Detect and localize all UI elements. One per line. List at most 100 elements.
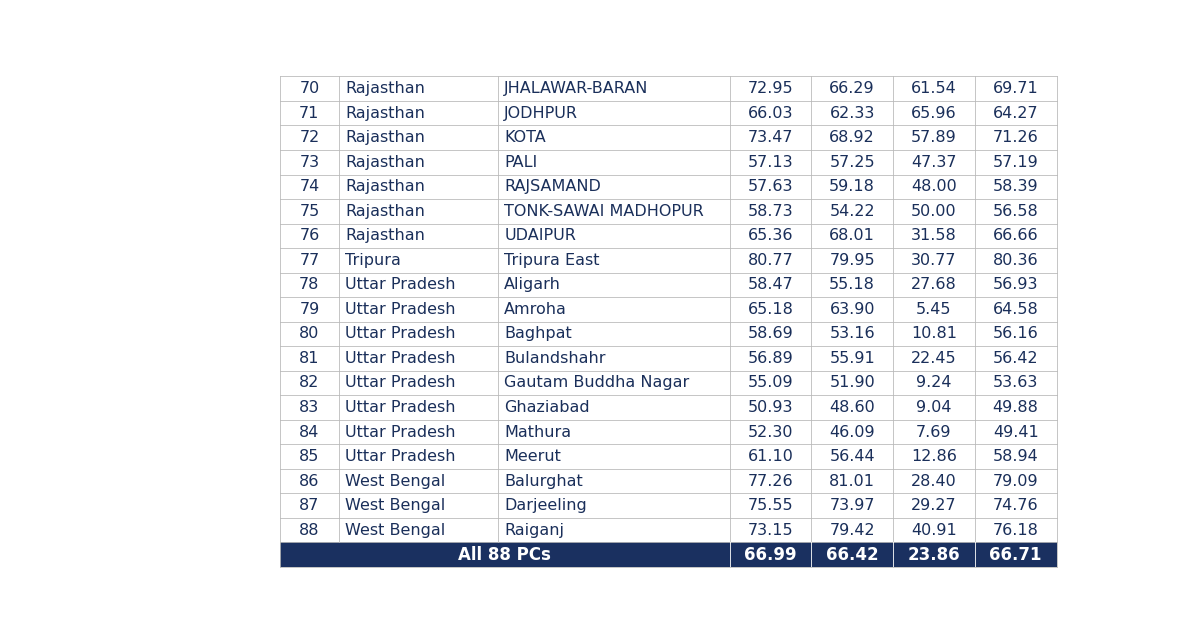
Text: 54.22: 54.22: [829, 204, 875, 219]
Text: 12.86: 12.86: [911, 449, 957, 464]
Text: 85: 85: [299, 449, 320, 464]
Text: 28.40: 28.40: [911, 473, 957, 489]
Text: 70: 70: [299, 81, 320, 96]
Bar: [279, 395, 1056, 420]
Text: 75.55: 75.55: [747, 498, 793, 513]
Text: 57.25: 57.25: [829, 155, 875, 170]
Text: 86: 86: [299, 473, 320, 489]
Text: 79: 79: [299, 302, 320, 317]
Text: 22.45: 22.45: [911, 351, 956, 366]
Text: 88: 88: [299, 522, 320, 538]
Text: 58.39: 58.39: [993, 179, 1039, 194]
Bar: [279, 494, 1056, 518]
Text: Mathura: Mathura: [505, 424, 572, 440]
Text: Uttar Pradesh: Uttar Pradesh: [345, 351, 456, 366]
Text: 55.18: 55.18: [829, 277, 875, 292]
Text: 76: 76: [299, 228, 320, 243]
Text: 50.93: 50.93: [747, 400, 793, 415]
Text: 47.37: 47.37: [911, 155, 956, 170]
Text: Uttar Pradesh: Uttar Pradesh: [345, 424, 456, 440]
Text: 59.18: 59.18: [829, 179, 875, 194]
Text: 58.47: 58.47: [747, 277, 793, 292]
Text: Gautam Buddha Nagar: Gautam Buddha Nagar: [505, 375, 690, 390]
Bar: [279, 518, 1056, 543]
Text: 71.26: 71.26: [993, 130, 1039, 145]
Text: 65.18: 65.18: [747, 302, 793, 317]
Text: 79.95: 79.95: [829, 253, 875, 268]
Text: 57.89: 57.89: [911, 130, 957, 145]
Text: 62.33: 62.33: [830, 106, 875, 121]
Text: KOTA: KOTA: [505, 130, 546, 145]
Text: 56.93: 56.93: [993, 277, 1039, 292]
Bar: [279, 224, 1056, 248]
Text: Darjeeling: Darjeeling: [505, 498, 587, 513]
Text: 84: 84: [299, 424, 320, 440]
Text: Uttar Pradesh: Uttar Pradesh: [345, 326, 456, 341]
Text: 46.09: 46.09: [829, 424, 875, 440]
Bar: [279, 150, 1056, 175]
Text: 83: 83: [299, 400, 320, 415]
Bar: [279, 469, 1056, 493]
Text: 30.77: 30.77: [911, 253, 956, 268]
Text: 71: 71: [299, 106, 320, 121]
Text: 77.26: 77.26: [747, 473, 793, 489]
Text: 58.73: 58.73: [747, 204, 793, 219]
Text: 49.41: 49.41: [993, 424, 1039, 440]
Text: 73.97: 73.97: [829, 498, 875, 513]
Text: 82: 82: [299, 375, 320, 390]
Text: 50.00: 50.00: [911, 204, 956, 219]
Text: 80.36: 80.36: [993, 253, 1039, 268]
Text: West Bengal: West Bengal: [345, 473, 446, 489]
Text: 49.88: 49.88: [993, 400, 1039, 415]
Bar: [279, 543, 1056, 567]
Text: 75: 75: [299, 204, 320, 219]
Text: 53.63: 53.63: [993, 375, 1039, 390]
Bar: [279, 420, 1056, 445]
Text: JHALAWAR-BARAN: JHALAWAR-BARAN: [505, 81, 648, 96]
Bar: [279, 101, 1056, 125]
Text: 61.54: 61.54: [911, 81, 957, 96]
Bar: [279, 322, 1056, 346]
Text: Ghaziabad: Ghaziabad: [505, 400, 590, 415]
Text: 51.90: 51.90: [829, 375, 875, 390]
Text: Rajasthan: Rajasthan: [345, 130, 426, 145]
Text: Rajasthan: Rajasthan: [345, 228, 426, 243]
Text: 87: 87: [299, 498, 320, 513]
Text: 65.96: 65.96: [911, 106, 956, 121]
Text: 74: 74: [299, 179, 320, 194]
Text: 31.58: 31.58: [911, 228, 957, 243]
Text: Uttar Pradesh: Uttar Pradesh: [345, 375, 456, 390]
Text: 66.66: 66.66: [993, 228, 1039, 243]
Text: Balurghat: Balurghat: [505, 473, 584, 489]
Bar: [279, 273, 1056, 297]
Text: 48.00: 48.00: [911, 179, 957, 194]
Text: 74.76: 74.76: [993, 498, 1039, 513]
Text: 78: 78: [299, 277, 320, 292]
Text: Rajasthan: Rajasthan: [345, 155, 426, 170]
Text: 64.58: 64.58: [993, 302, 1039, 317]
Text: RAJSAMAND: RAJSAMAND: [505, 179, 601, 194]
Text: 63.90: 63.90: [829, 302, 875, 317]
Text: 66.71: 66.71: [989, 546, 1042, 564]
Text: Uttar Pradesh: Uttar Pradesh: [345, 400, 456, 415]
Bar: [279, 76, 1056, 101]
Text: Tripura: Tripura: [345, 253, 401, 268]
Text: 56.58: 56.58: [993, 204, 1039, 219]
Text: 57.19: 57.19: [993, 155, 1039, 170]
Text: 73.15: 73.15: [747, 522, 793, 538]
Text: 66.03: 66.03: [747, 106, 793, 121]
Text: 66.99: 66.99: [744, 546, 797, 564]
Text: 27.68: 27.68: [911, 277, 957, 292]
Text: 9.04: 9.04: [916, 400, 951, 415]
Text: All 88 PCs: All 88 PCs: [459, 546, 551, 564]
Text: 61.10: 61.10: [747, 449, 793, 464]
Text: JODHPUR: JODHPUR: [505, 106, 578, 121]
Text: Tripura East: Tripura East: [505, 253, 600, 268]
Text: 56.42: 56.42: [993, 351, 1039, 366]
Text: 48.60: 48.60: [829, 400, 875, 415]
Text: Uttar Pradesh: Uttar Pradesh: [345, 277, 456, 292]
Text: 68.01: 68.01: [829, 228, 875, 243]
Text: Rajasthan: Rajasthan: [345, 179, 426, 194]
Text: 56.44: 56.44: [829, 449, 875, 464]
Text: West Bengal: West Bengal: [345, 522, 446, 538]
